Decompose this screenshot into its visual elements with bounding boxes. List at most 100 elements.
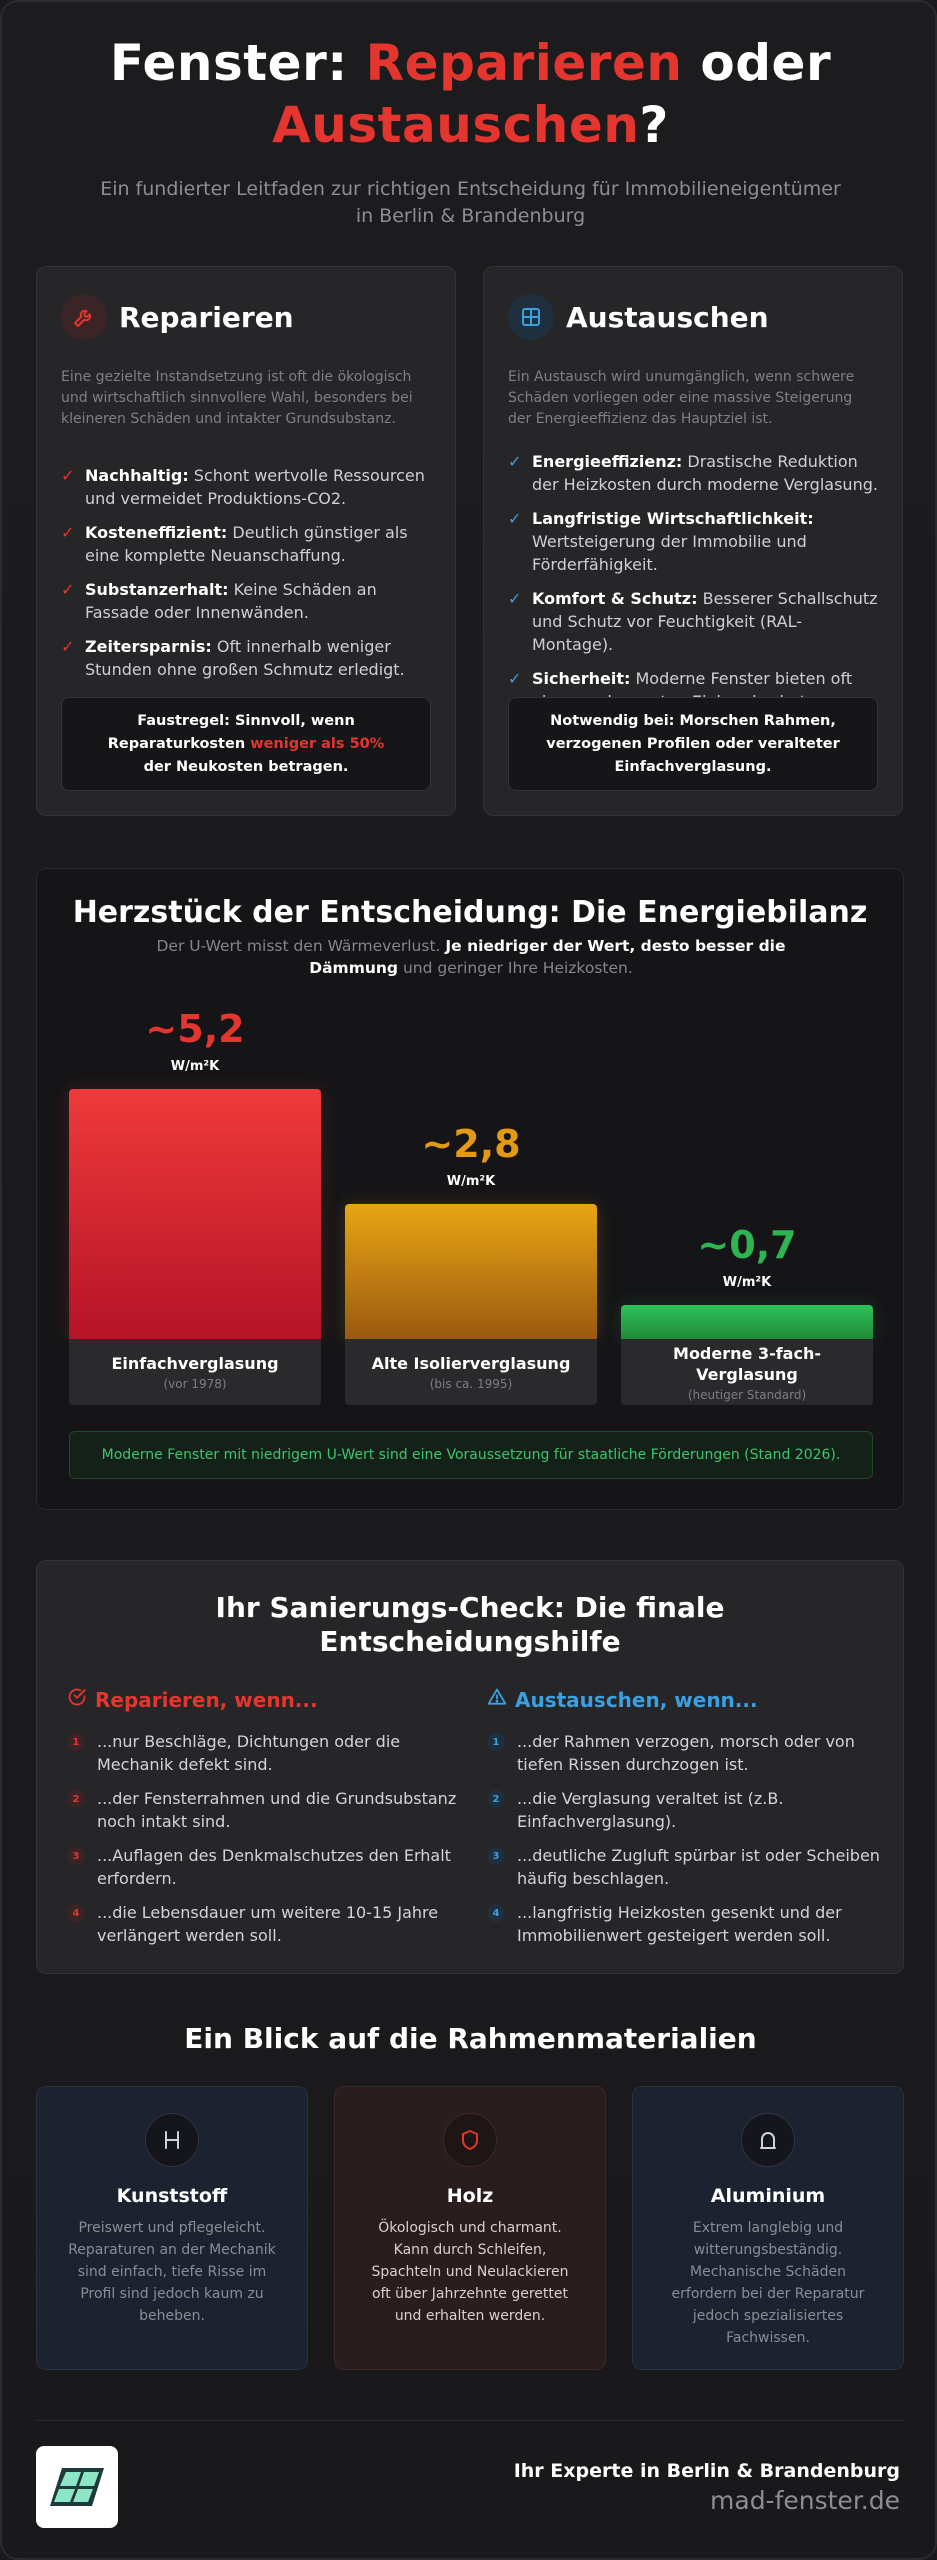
material-name: Holz xyxy=(446,2185,494,2207)
bar xyxy=(345,1204,597,1339)
list-item: ✓ Energieeffizienz: Drastische Reduktion … xyxy=(508,452,878,494)
bar-value-label: ~2,8 xyxy=(421,1122,521,1166)
bar-value-label: ~0,7 xyxy=(697,1223,797,1267)
check-item-text: ...der Rahmen verzogen, morsch oder von … xyxy=(517,1732,855,1774)
funding-note: Moderne Fenster mit niedrigem U-Wert sin… xyxy=(69,1431,873,1479)
materials-title: Ein Blick auf die Rahmenmaterialien xyxy=(184,2022,757,2055)
list-item: ✓ Nachhaltig: Schont wertvolle Ressourcen… xyxy=(61,466,425,508)
warning-icon xyxy=(487,1687,507,1712)
check-list-item: 1 ...der Rahmen verzogen, morsch oder von… xyxy=(487,1730,887,1776)
check-list-item: 3 ...deutliche Zugluft spürbar ist oder S… xyxy=(487,1844,887,1890)
replace-card: Austauschen Ein Austausch wird unumgängl… xyxy=(483,266,903,816)
replace-rule-box: Notwendig bei: Morschen Rahmen, verzogen… xyxy=(508,697,878,791)
hero-header: Fenster: Reparieren oder Austauschen? Ein… xyxy=(2,32,937,230)
category-name: Einfachverglasung xyxy=(111,1354,279,1373)
footer-domain-link[interactable]: mad-fenster.de xyxy=(710,2486,900,2515)
repair-when-heading: Reparieren, wenn... xyxy=(95,1687,318,1712)
check-item-text: ...deutliche Zugluft spürbar ist oder Sc… xyxy=(517,1846,880,1888)
material-card-holz: Holz Ökologisch und charmant. Kann durch… xyxy=(334,2086,606,2370)
check-item-text: ...der Fensterrahmen und die Grundsubsta… xyxy=(97,1789,457,1831)
decision-check-section: Ihr Sanierungs-Check: Die finale Entsche… xyxy=(36,1560,904,1974)
check-icon: ✓ xyxy=(508,452,522,471)
repair-title: Reparieren xyxy=(119,300,294,334)
replace-when-column: Austauschen, wenn... 1 ...der Rahmen verz… xyxy=(487,1687,887,1958)
material-text: Ökologisch und charmant. Kann durch Schl… xyxy=(371,2220,569,2324)
page-subtitle: Ein fundierter Leitfaden zur richtigen E… xyxy=(100,178,841,227)
check-list-item: 2 ...die Verglasung veraltet ist (z.B. Ei… xyxy=(487,1787,887,1833)
repair-benefits-list: ✓ Nachhaltig: Schont wertvolle Ressourcen… xyxy=(61,464,431,681)
window-logo-icon[interactable] xyxy=(36,2446,118,2528)
number-badge: 4 xyxy=(487,1904,505,1922)
check-item-text: ...langfristig Heizkosten gesenkt und de… xyxy=(517,1903,842,1945)
number-badge: 2 xyxy=(67,1790,85,1808)
footer-divider xyxy=(36,2420,904,2421)
list-item: ✓ Langfristige Wirtschaftlichkeit: Wertst… xyxy=(508,509,814,574)
material-name: Kunststoff xyxy=(116,2185,228,2207)
energy-section: Herzstück der Entscheidung: Die Energieb… xyxy=(36,868,904,1510)
bar-unit-label: W/m²K xyxy=(446,1174,496,1189)
energy-subtitle: Der U-Wert misst den Wärmeverlust. Je ni… xyxy=(156,937,786,977)
window-icon xyxy=(508,294,554,340)
check-icon: ✓ xyxy=(508,589,522,608)
check-icon: ✓ xyxy=(61,523,75,542)
check-list-item: 1 ...nur Beschläge, Dichtungen oder die M… xyxy=(67,1730,467,1776)
shield-icon xyxy=(443,2113,497,2167)
material-card-aluminium: Aluminium Extrem langlebig und witterung… xyxy=(632,2086,904,2370)
number-badge: 1 xyxy=(487,1733,505,1751)
number-badge: 2 xyxy=(487,1790,505,1808)
list-item: ✓ Substanzerhalt: Keine Schäden an Fassad… xyxy=(61,580,377,622)
check-circle-icon xyxy=(67,1687,87,1712)
check-list-item: 2 ...der Fensterrahmen und die Grundsubst… xyxy=(67,1787,467,1833)
bar xyxy=(621,1305,873,1339)
category-name: Alte Isolierverglasung xyxy=(371,1354,571,1373)
replace-intro: Ein Austausch wird unumgänglich, wenn sc… xyxy=(508,369,855,427)
repair-when-column: Reparieren, wenn... 1 ...nur Beschläge, D… xyxy=(67,1687,467,1958)
list-item: ✓ Komfort & Schutz: Besserer Schallschutz… xyxy=(508,589,878,654)
profile-icon xyxy=(145,2113,199,2167)
category-note: (bis ca. 1995) xyxy=(429,1377,513,1391)
number-badge: 3 xyxy=(67,1847,85,1865)
arch-icon xyxy=(741,2113,795,2167)
check-icon: ✓ xyxy=(61,580,75,599)
repair-rule-box: Faustregel: Sinnvoll, wenn Reparaturkost… xyxy=(61,697,431,791)
check-icon: ✓ xyxy=(508,509,522,528)
category-note: (heutiger Standard) xyxy=(687,1387,807,1402)
repair-card: Reparieren Eine gezielte Instandsetzung … xyxy=(36,266,456,816)
wrench-icon xyxy=(61,294,107,340)
check-icon: ✓ xyxy=(61,637,75,656)
material-text: Extrem langlebig und witterungsbeständig… xyxy=(671,2220,865,2346)
check-item-text: ...die Verglasung veraltet ist (z.B. Ein… xyxy=(517,1789,784,1831)
check-list-item: 4 ...langfristig Heizkosten gesenkt und d… xyxy=(487,1901,887,1947)
bar xyxy=(69,1089,321,1339)
replace-title: Austauschen xyxy=(566,300,769,334)
bar-value-label: ~5,2 xyxy=(145,1007,245,1051)
material-text: Preiswert und pflegeleicht. Reparaturen … xyxy=(68,2220,276,2324)
material-card-kunststoff: Kunststoff Preiswert und pflegeleicht. R… xyxy=(36,2086,308,2370)
replace-benefits-list: ✓ Energieeffizienz: Drastische Reduktion … xyxy=(508,450,878,713)
list-item: ✓ Zeitersparnis: Oft innerhalb weniger St… xyxy=(61,637,405,679)
check-list-item: 4 ...die Lebensdauer um weitere 10-15 Jah… xyxy=(67,1901,467,1947)
bar-unit-label: W/m²K xyxy=(170,1059,220,1074)
number-badge: 1 xyxy=(67,1733,85,1751)
category-name: Moderne 3-fach-Verglasung xyxy=(673,1343,821,1384)
repair-when-list: 1 ...nur Beschläge, Dichtungen oder die M… xyxy=(67,1730,467,1947)
check-title: Ihr Sanierungs-Check: Die finale Entsche… xyxy=(215,1591,725,1658)
energy-title: Herzstück der Entscheidung: Die Energieb… xyxy=(72,895,868,930)
replace-when-heading: Austauschen, wenn... xyxy=(515,1687,758,1712)
material-name: Aluminium xyxy=(710,2185,826,2207)
check-item-text: ...nur Beschläge, Dichtungen oder die Me… xyxy=(97,1732,401,1774)
number-badge: 4 xyxy=(67,1904,85,1922)
bar-category-label: Moderne 3-fach-Verglasung (heutiger Stand… xyxy=(621,1339,873,1405)
list-item: ✓ Kosteneffizient: Deutlich günstiger als… xyxy=(61,523,408,565)
bar-unit-label: W/m²K xyxy=(722,1275,772,1290)
number-badge: 3 xyxy=(487,1847,505,1865)
check-item-text: ...die Lebensdauer um weitere 10-15 Jahr… xyxy=(97,1903,439,1945)
bar-category-label: Einfachverglasung (vor 1978) xyxy=(69,1339,321,1405)
check-icon: ✓ xyxy=(61,466,75,485)
category-note: (vor 1978) xyxy=(163,1377,227,1391)
replace-when-list: 1 ...der Rahmen verzogen, morsch oder von… xyxy=(487,1730,887,1947)
footer-tagline: Ihr Experte in Berlin & Brandenburg xyxy=(513,2460,900,2482)
repair-intro: Eine gezielte Instandsetzung ist oft die… xyxy=(61,369,413,427)
check-item-text: ...Auflagen des Denkmalschutzes den Erha… xyxy=(97,1846,451,1888)
